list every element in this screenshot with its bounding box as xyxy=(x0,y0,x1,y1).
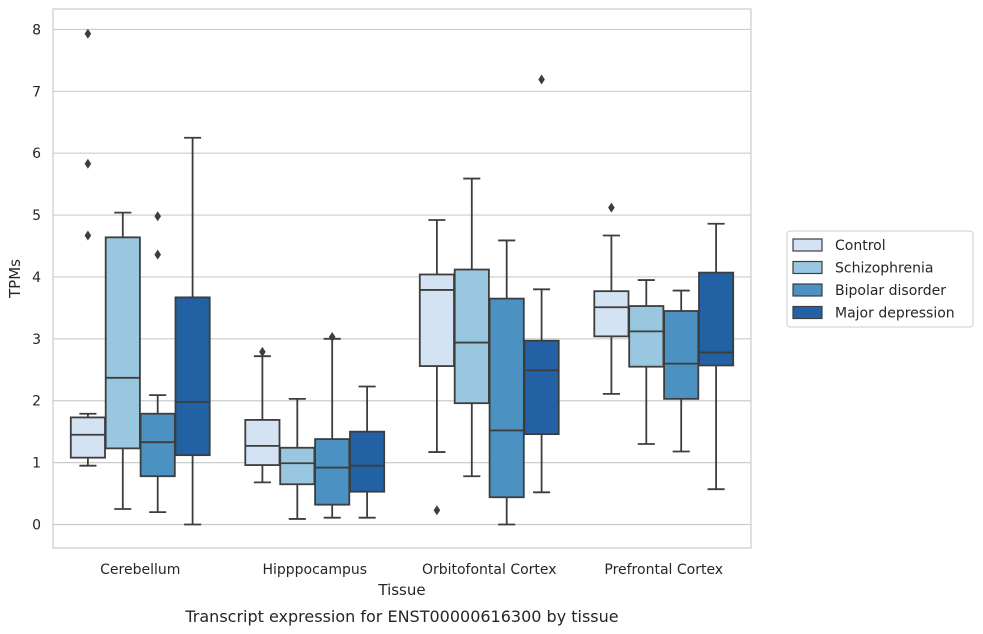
outlier-point xyxy=(84,28,92,39)
box-2-3 xyxy=(523,74,560,494)
iqr-box xyxy=(314,438,351,506)
outlier-point xyxy=(154,211,161,222)
outlier-point xyxy=(84,158,92,169)
iqr-box xyxy=(593,290,630,338)
iqr-box xyxy=(279,446,316,486)
iqr-box xyxy=(104,236,141,450)
y-tick-label: 2 xyxy=(32,394,41,410)
iqr-box xyxy=(349,430,386,493)
box-0-2 xyxy=(139,211,176,514)
y-axis-ticks: 0 1 2 3 4 5 6 7 8 xyxy=(32,22,41,533)
legend-swatch xyxy=(792,260,823,275)
legend-frame xyxy=(786,230,974,328)
box-0-1 xyxy=(104,211,141,510)
box-plot-series xyxy=(69,28,735,526)
iqr-box xyxy=(174,296,211,457)
outlier-point xyxy=(538,74,545,85)
y-tick-label: 0 xyxy=(32,517,41,533)
iqr-box xyxy=(523,339,560,436)
iqr-box xyxy=(488,297,525,499)
outlier-point xyxy=(433,505,441,516)
y-tick-label: 7 xyxy=(32,84,41,100)
outlier-point xyxy=(84,230,92,241)
outlier-point xyxy=(154,249,161,260)
x-tick-label: Prefrontal Cortex xyxy=(604,562,723,578)
chart-caption: Transcript expression for ENST0000061630… xyxy=(184,607,618,626)
legend-swatch xyxy=(792,305,823,320)
iqr-box xyxy=(663,310,700,400)
x-axis-ticks: Cerebellum Hipppocampus Orbitofontal Corte… xyxy=(100,562,723,578)
y-tick-label: 4 xyxy=(32,270,41,286)
outlier-point xyxy=(259,346,266,357)
box-3-0 xyxy=(593,202,630,395)
y-axis-label: TPMs xyxy=(6,259,24,299)
box-2-1 xyxy=(453,177,490,478)
outlier-point xyxy=(328,331,336,342)
y-tick-label: 3 xyxy=(32,332,41,348)
box-1-1 xyxy=(279,397,316,520)
outlier-point xyxy=(608,202,615,213)
box-1-3 xyxy=(349,385,386,519)
iqr-box xyxy=(69,416,106,459)
box-3-3 xyxy=(698,222,735,491)
box-3-1 xyxy=(628,279,665,445)
x-tick-label: Hipppocampus xyxy=(262,562,367,578)
x-tick-label: Orbitofontal Cortex xyxy=(422,562,557,578)
box-2-2 xyxy=(488,239,525,526)
box-3-2 xyxy=(663,289,700,453)
iqr-box xyxy=(139,412,176,478)
plot-frame xyxy=(52,8,752,549)
iqr-box xyxy=(453,268,490,405)
legend-entry-label: Major depression xyxy=(835,306,955,322)
box-1-0 xyxy=(244,346,281,484)
legend-entry-label: Control xyxy=(835,238,886,254)
y-tick-label: 5 xyxy=(32,208,41,224)
iqr-box xyxy=(244,419,281,466)
iqr-box xyxy=(628,305,665,368)
box-2-0 xyxy=(418,219,455,516)
x-tick-label: Cerebellum xyxy=(100,562,180,578)
iqr-box xyxy=(418,273,455,367)
legend-entry-label: Schizophrenia xyxy=(835,261,933,277)
box-0-3 xyxy=(174,136,211,526)
x-axis-label: Tissue xyxy=(377,581,425,599)
y-tick-label: 8 xyxy=(32,22,41,38)
box-1-2 xyxy=(314,331,351,519)
y-tick-label: 1 xyxy=(32,456,41,472)
legend-swatch xyxy=(792,283,823,297)
legend-entry-label: Bipolar disorder xyxy=(835,283,946,299)
legend-swatch xyxy=(792,238,823,252)
iqr-box xyxy=(698,271,735,367)
y-tick-label: 6 xyxy=(32,146,41,162)
legend: Control Schizophrenia Bipolar disorder Majo… xyxy=(786,230,974,328)
